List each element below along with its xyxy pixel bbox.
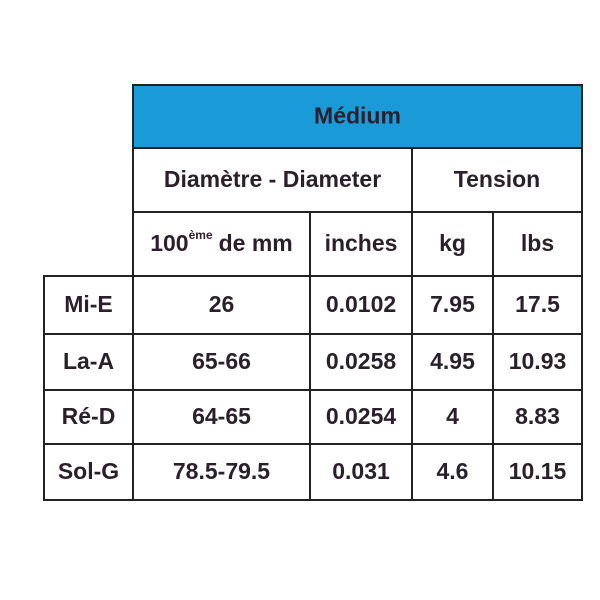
cell-value: 4: [446, 403, 459, 429]
subheader: kg: [439, 230, 466, 256]
cell-value: 8.83: [515, 403, 560, 429]
row-label: La-A: [63, 348, 114, 374]
subheader: inches: [325, 230, 398, 256]
data-cell: [309, 443, 413, 501]
data-cell: [309, 275, 413, 335]
row-label-cell: [43, 443, 134, 501]
cell-value: 17.5: [515, 291, 560, 317]
group-cell: [411, 147, 583, 213]
data-cell: [492, 389, 583, 445]
row-label: Ré-D: [62, 403, 116, 429]
subheader-base: 100: [150, 230, 188, 256]
group-header: Tension: [454, 166, 540, 192]
data-cell: [411, 389, 494, 445]
cell-value: 0.0258: [326, 348, 397, 374]
data-cell: [309, 389, 413, 445]
subheader: 100ème de mm: [150, 228, 293, 256]
subheader-cell: [411, 211, 494, 277]
cell-value: 64-65: [192, 403, 251, 429]
cell-value: 0.0102: [326, 291, 396, 317]
data-cell: [411, 333, 494, 391]
row-label-cell: [43, 275, 134, 335]
cell-value: 10.15: [509, 458, 567, 484]
data-cell: [132, 333, 311, 391]
group-cell: [132, 147, 413, 213]
cell-value: 26: [209, 291, 235, 317]
cell-value: 65-66: [192, 348, 251, 374]
cell-value: 4.95: [430, 348, 475, 374]
subheader: lbs: [521, 230, 554, 256]
cell-value: 0.031: [332, 458, 390, 484]
row-label: Mi-E: [64, 291, 113, 317]
cell-value: 10.93: [509, 348, 567, 374]
row-label: Sol-G: [58, 458, 119, 484]
data-cell: [492, 333, 583, 391]
data-cell: [492, 443, 583, 501]
table-title: Médium: [314, 103, 401, 129]
title-cell: [132, 84, 583, 149]
cell-value: 7.95: [430, 291, 475, 317]
data-cell: [132, 389, 311, 445]
subheader-sup: ème: [189, 228, 213, 242]
cell-value: 78.5-79.5: [173, 458, 270, 484]
cell-value: 0.0254: [326, 403, 397, 429]
group-header: Diamètre - Diameter: [164, 166, 381, 192]
cell-value: 4.6: [437, 458, 469, 484]
data-cell: [492, 275, 583, 335]
subheader-rest: de mm: [219, 230, 293, 256]
